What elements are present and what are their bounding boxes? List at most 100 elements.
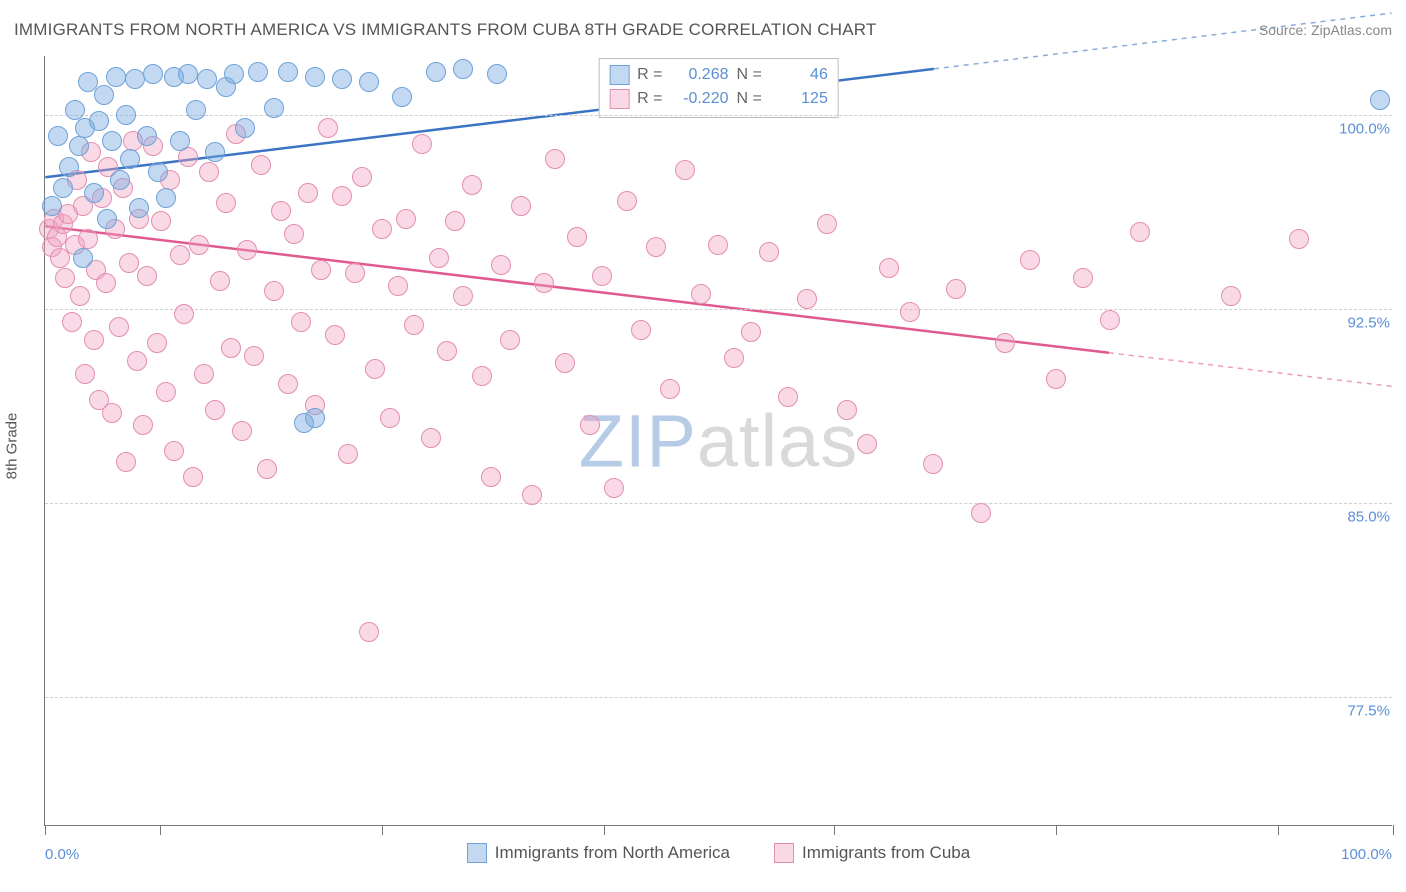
data-point-na bbox=[59, 157, 79, 177]
data-point-na bbox=[97, 209, 117, 229]
data-point-cuba bbox=[453, 286, 473, 306]
data-point-cuba bbox=[116, 452, 136, 472]
title-bar: IMMIGRANTS FROM NORTH AMERICA VS IMMIGRA… bbox=[14, 20, 1392, 40]
data-point-cuba bbox=[75, 364, 95, 384]
data-point-cuba bbox=[133, 415, 153, 435]
r-label: R = bbox=[637, 63, 662, 87]
data-point-cuba bbox=[147, 333, 167, 353]
data-point-cuba bbox=[923, 454, 943, 474]
correlation-chart: IMMIGRANTS FROM NORTH AMERICA VS IMMIGRA… bbox=[0, 0, 1406, 892]
legend-row-cuba: R = -0.220 N = 125 bbox=[609, 87, 828, 111]
data-point-na bbox=[170, 131, 190, 151]
data-point-cuba bbox=[325, 325, 345, 345]
data-point-cuba bbox=[216, 193, 236, 213]
data-point-cuba bbox=[604, 478, 624, 498]
swatch-cuba bbox=[609, 89, 629, 109]
data-point-cuba bbox=[221, 338, 241, 358]
data-point-na bbox=[84, 183, 104, 203]
data-point-cuba bbox=[491, 255, 511, 275]
data-point-cuba bbox=[189, 235, 209, 255]
x-tick bbox=[1278, 825, 1279, 835]
data-point-cuba bbox=[102, 403, 122, 423]
data-point-na bbox=[197, 69, 217, 89]
data-point-cuba bbox=[164, 441, 184, 461]
y-tick-label: 85.0% bbox=[1343, 509, 1394, 526]
data-point-cuba bbox=[251, 155, 271, 175]
data-point-cuba bbox=[511, 196, 531, 216]
data-point-na bbox=[148, 162, 168, 182]
data-point-na bbox=[248, 62, 268, 82]
data-point-cuba bbox=[78, 229, 98, 249]
gridline bbox=[45, 309, 1392, 310]
data-point-na bbox=[102, 131, 122, 151]
data-point-cuba bbox=[388, 276, 408, 296]
data-point-na bbox=[305, 408, 325, 428]
data-point-cuba bbox=[264, 281, 284, 301]
data-point-cuba bbox=[817, 214, 837, 234]
y-axis-title: 8th Grade bbox=[4, 413, 21, 480]
x-tick bbox=[604, 825, 605, 835]
legend-item-na: Immigrants from North America bbox=[467, 843, 730, 863]
data-point-na bbox=[137, 126, 157, 146]
legend-label-na: Immigrants from North America bbox=[495, 843, 730, 863]
data-point-cuba bbox=[365, 359, 385, 379]
data-point-cuba bbox=[174, 304, 194, 324]
data-point-na bbox=[73, 248, 93, 268]
data-point-na bbox=[205, 142, 225, 162]
data-point-cuba bbox=[232, 421, 252, 441]
data-point-na bbox=[278, 62, 298, 82]
data-point-cuba bbox=[1289, 229, 1309, 249]
n-label: N = bbox=[737, 87, 762, 111]
data-point-cuba bbox=[500, 330, 520, 350]
data-point-cuba bbox=[183, 467, 203, 487]
data-point-na bbox=[235, 118, 255, 138]
data-point-cuba bbox=[900, 302, 920, 322]
data-point-cuba bbox=[1020, 250, 1040, 270]
data-point-na bbox=[65, 100, 85, 120]
data-point-cuba bbox=[127, 351, 147, 371]
y-tick-label: 100.0% bbox=[1335, 121, 1394, 138]
n-value-cuba: 125 bbox=[770, 87, 828, 111]
data-point-na bbox=[106, 67, 126, 87]
data-point-na bbox=[305, 67, 325, 87]
data-point-na bbox=[120, 149, 140, 169]
data-point-cuba bbox=[1130, 222, 1150, 242]
r-value-na: 0.268 bbox=[671, 63, 729, 87]
data-point-cuba bbox=[660, 379, 680, 399]
data-point-cuba bbox=[708, 235, 728, 255]
data-point-cuba bbox=[778, 387, 798, 407]
data-point-cuba bbox=[318, 118, 338, 138]
data-point-cuba bbox=[534, 273, 554, 293]
data-point-na bbox=[178, 64, 198, 84]
data-point-cuba bbox=[396, 209, 416, 229]
data-point-cuba bbox=[617, 191, 637, 211]
data-point-cuba bbox=[857, 434, 877, 454]
data-point-cuba bbox=[338, 444, 358, 464]
n-label: N = bbox=[737, 63, 762, 87]
data-point-cuba bbox=[210, 271, 230, 291]
r-label: R = bbox=[637, 87, 662, 111]
x-tick bbox=[1056, 825, 1057, 835]
data-point-cuba bbox=[1221, 286, 1241, 306]
data-point-cuba bbox=[137, 266, 157, 286]
data-point-cuba bbox=[481, 467, 501, 487]
data-point-cuba bbox=[675, 160, 695, 180]
data-point-na bbox=[453, 59, 473, 79]
data-point-cuba bbox=[156, 382, 176, 402]
data-point-na bbox=[116, 105, 136, 125]
data-point-cuba bbox=[545, 149, 565, 169]
x-axis-end: 100.0% bbox=[1341, 846, 1392, 863]
data-point-na bbox=[89, 111, 109, 131]
gridline bbox=[45, 503, 1392, 504]
data-point-cuba bbox=[199, 162, 219, 182]
x-tick bbox=[45, 825, 46, 835]
data-point-cuba bbox=[1073, 268, 1093, 288]
data-point-cuba bbox=[1046, 369, 1066, 389]
data-point-na bbox=[224, 64, 244, 84]
y-tick-label: 92.5% bbox=[1343, 315, 1394, 332]
data-point-na bbox=[332, 69, 352, 89]
data-point-cuba bbox=[412, 134, 432, 154]
source-label: Source: ZipAtlas.com bbox=[1259, 22, 1392, 38]
data-point-na bbox=[1370, 90, 1390, 110]
data-point-na bbox=[53, 178, 73, 198]
